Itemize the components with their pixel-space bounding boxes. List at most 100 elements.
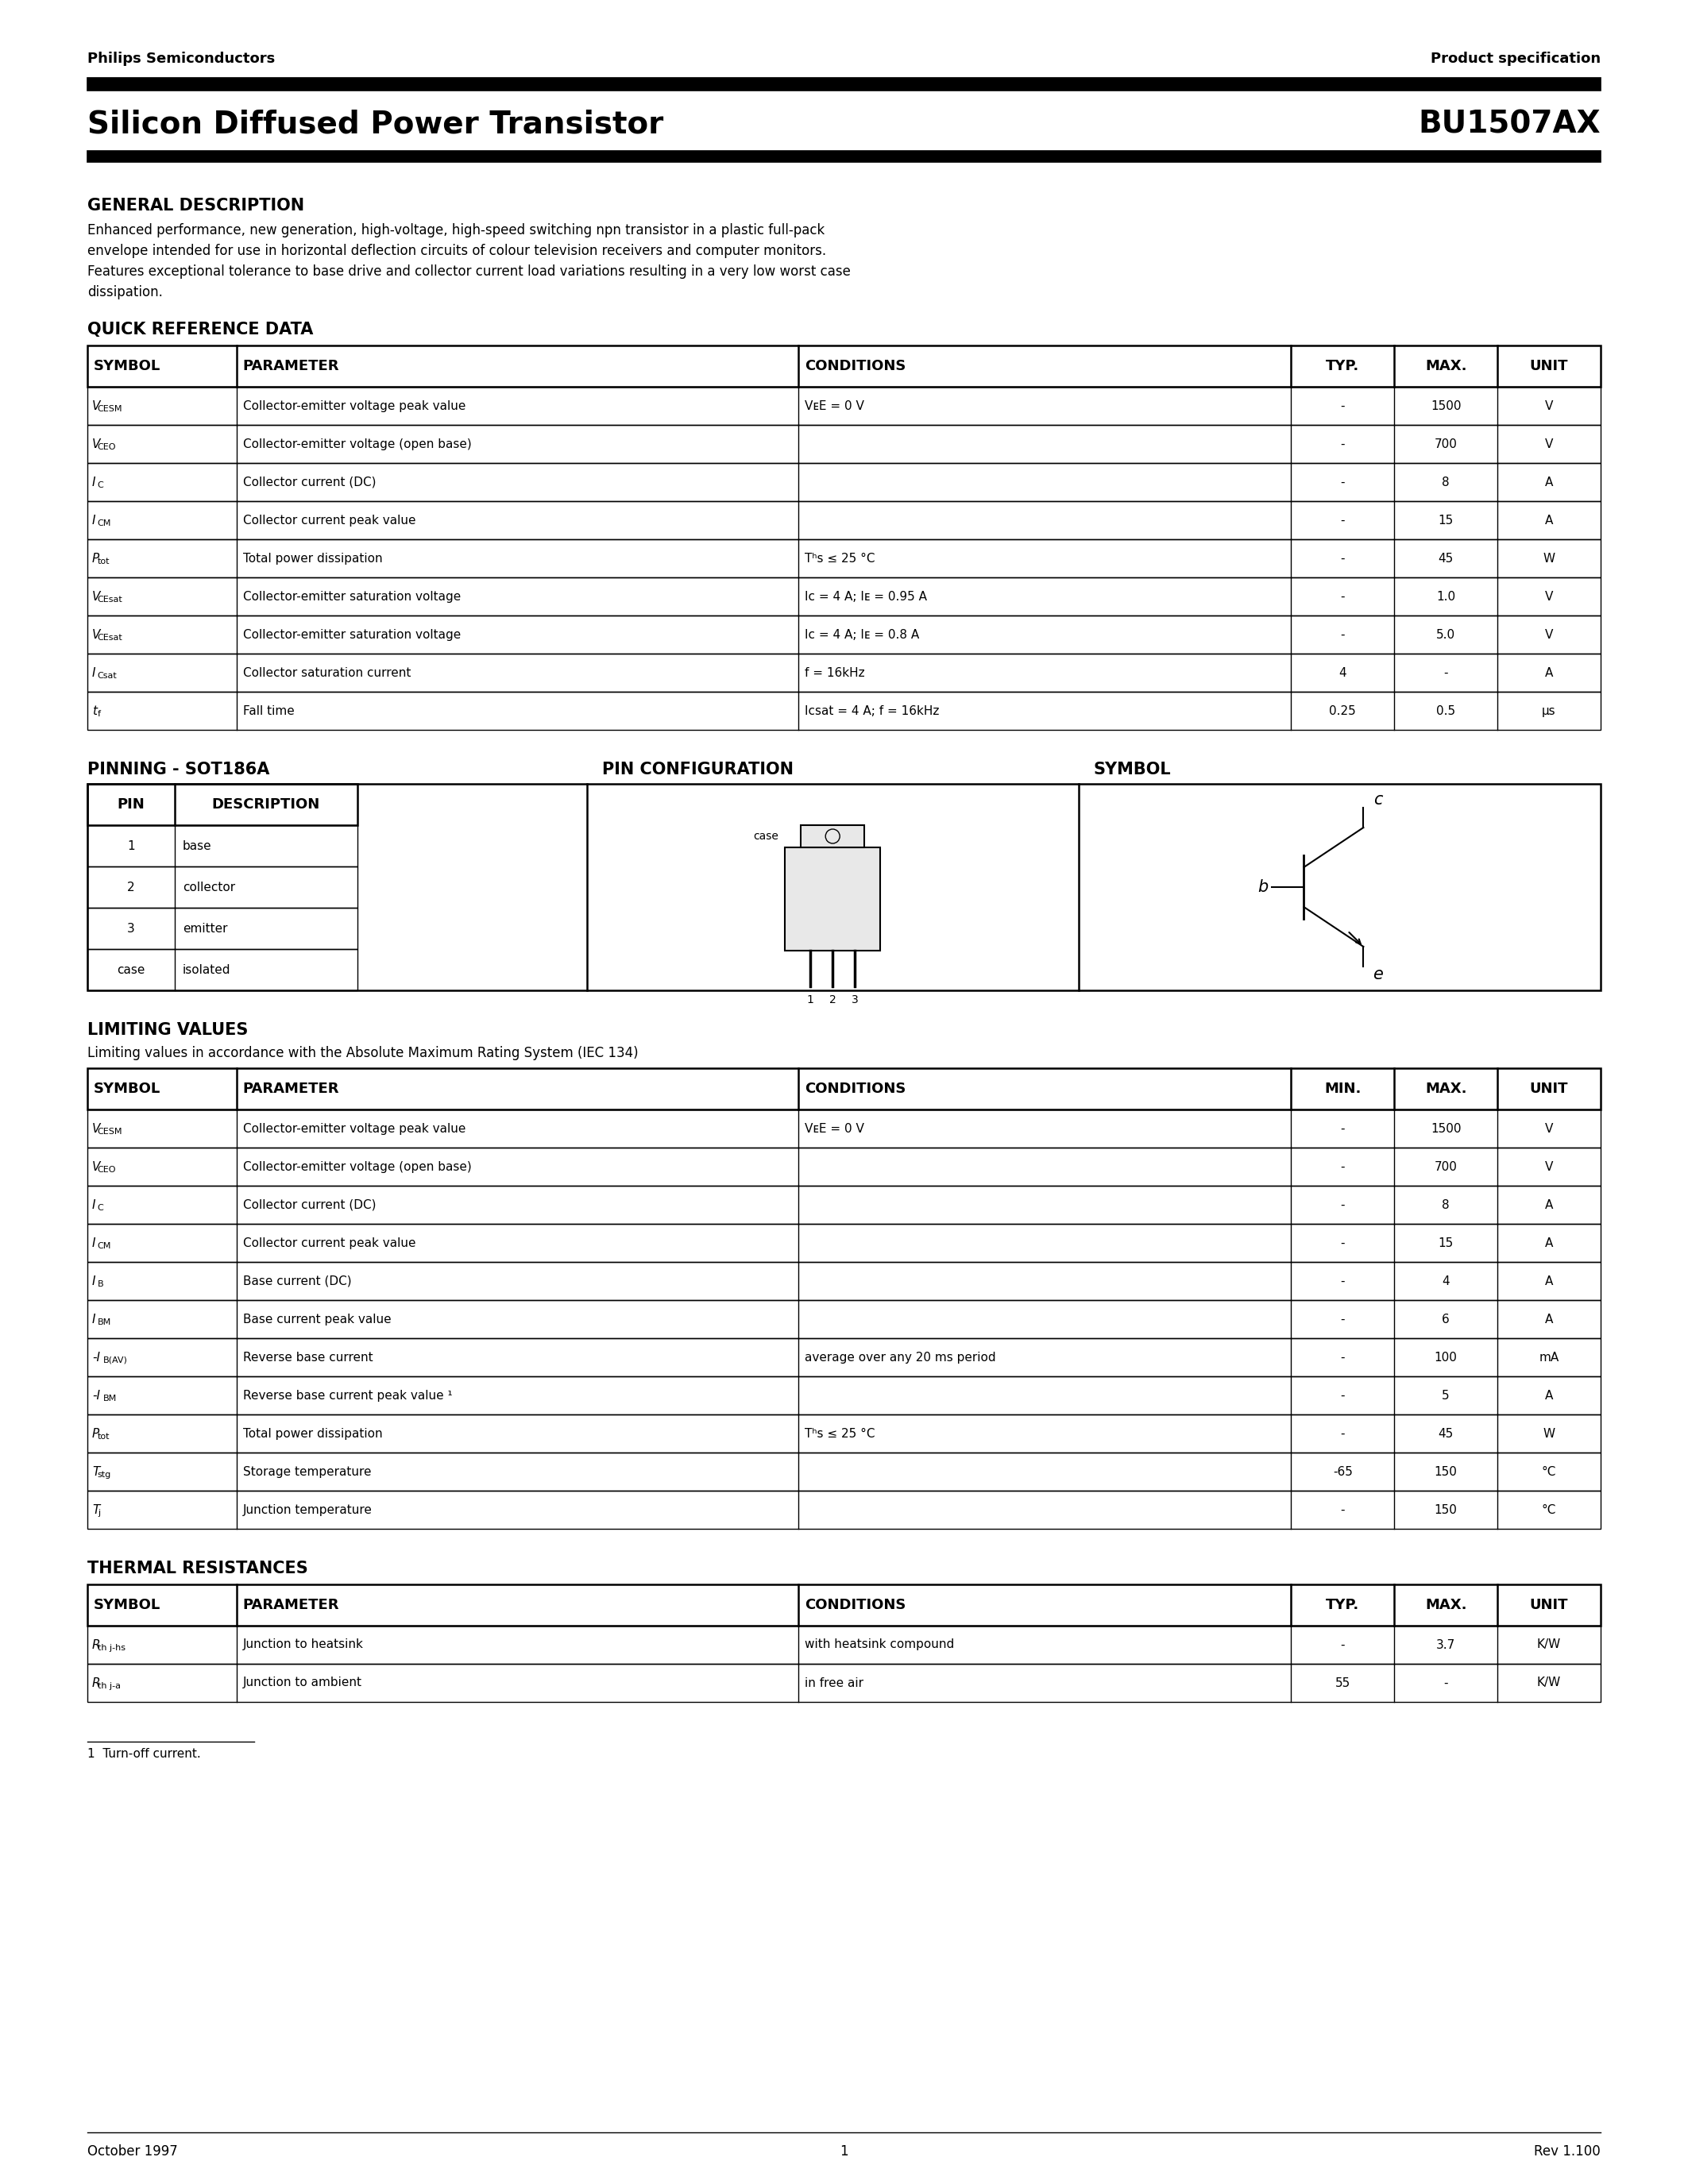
Text: PARAMETER: PARAMETER — [243, 358, 339, 373]
Text: A: A — [1545, 1275, 1553, 1286]
Text: VᴇE = 0 V: VᴇE = 0 V — [805, 400, 864, 413]
Text: R: R — [93, 1638, 101, 1651]
Bar — [88, 653, 1600, 692]
Text: B: B — [98, 1280, 103, 1289]
Text: c: c — [1372, 793, 1382, 808]
Text: PIN CONFIGURATION: PIN CONFIGURATION — [603, 762, 793, 778]
Text: 2: 2 — [829, 994, 836, 1005]
Text: I: I — [93, 1199, 96, 1210]
Text: 150: 150 — [1435, 1505, 1457, 1516]
Bar — [88, 463, 1600, 500]
Text: 6: 6 — [1442, 1313, 1450, 1326]
Text: 1  Turn-off current.: 1 Turn-off current. — [88, 1747, 201, 1760]
Bar — [88, 1625, 1600, 1664]
Text: CONDITIONS: CONDITIONS — [805, 1081, 906, 1096]
Text: MAX.: MAX. — [1425, 358, 1467, 373]
Text: Collector-emitter voltage (open base): Collector-emitter voltage (open base) — [243, 439, 471, 450]
Text: R: R — [93, 1677, 101, 1688]
Text: UNIT: UNIT — [1529, 1599, 1568, 1612]
Text: TYP.: TYP. — [1325, 1599, 1359, 1612]
Bar — [88, 387, 1600, 426]
Text: -: - — [1340, 513, 1345, 526]
Text: Collector-emitter voltage peak value: Collector-emitter voltage peak value — [243, 400, 466, 413]
Text: 3: 3 — [127, 922, 135, 935]
Text: j: j — [98, 1509, 100, 1516]
Text: V: V — [1545, 1123, 1553, 1133]
Text: -: - — [1340, 1313, 1345, 1326]
Bar — [88, 784, 358, 826]
Text: Collector current (DC): Collector current (DC) — [243, 1199, 376, 1210]
Text: CEO: CEO — [98, 1166, 116, 1173]
Text: A: A — [1545, 513, 1553, 526]
Text: Collector current peak value: Collector current peak value — [243, 1236, 415, 1249]
Text: I: I — [93, 1275, 96, 1286]
Text: 2: 2 — [127, 880, 135, 893]
Text: W: W — [1543, 553, 1555, 563]
Text: Total power dissipation: Total power dissipation — [243, 1428, 381, 1439]
Text: Collector saturation current: Collector saturation current — [243, 666, 410, 679]
Text: Junction to heatsink: Junction to heatsink — [243, 1638, 363, 1651]
Text: 150: 150 — [1435, 1465, 1457, 1479]
Text: Total power dissipation: Total power dissipation — [243, 553, 381, 563]
Text: Storage temperature: Storage temperature — [243, 1465, 371, 1479]
Bar — [88, 867, 358, 909]
Text: 1.0: 1.0 — [1436, 590, 1455, 603]
Text: -I: -I — [93, 1352, 100, 1363]
Bar — [88, 1068, 1600, 1109]
Bar — [88, 426, 1600, 463]
Text: CESM: CESM — [98, 404, 123, 413]
Text: PIN: PIN — [116, 797, 145, 812]
Text: UNIT: UNIT — [1529, 1081, 1568, 1096]
Text: 3: 3 — [851, 994, 859, 1005]
Text: Silicon Diffused Power Transistor: Silicon Diffused Power Transistor — [88, 109, 663, 140]
Text: P: P — [93, 553, 100, 563]
Text: -: - — [1340, 1123, 1345, 1133]
Text: b: b — [1258, 880, 1268, 895]
Text: CEsat: CEsat — [98, 633, 123, 642]
Text: V: V — [1545, 400, 1553, 413]
Text: 55: 55 — [1335, 1677, 1350, 1688]
Bar — [88, 79, 1600, 90]
Text: LIMITING VALUES: LIMITING VALUES — [88, 1022, 248, 1037]
Text: Limiting values in accordance with the Absolute Maximum Rating System (IEC 134): Limiting values in accordance with the A… — [88, 1046, 638, 1059]
Text: Tʰs ≤ 25 °C: Tʰs ≤ 25 °C — [805, 1428, 874, 1439]
Text: collector: collector — [182, 880, 235, 893]
Text: Iᴄ = 4 A; Iᴇ = 0.8 A: Iᴄ = 4 A; Iᴇ = 0.8 A — [805, 629, 918, 640]
Text: Fall time: Fall time — [243, 705, 294, 716]
Text: f = 16kHz: f = 16kHz — [805, 666, 864, 679]
Text: t: t — [93, 705, 96, 716]
Text: I: I — [93, 1236, 96, 1249]
Bar — [88, 345, 1600, 387]
Text: e: e — [1372, 968, 1382, 983]
Text: mA: mA — [1539, 1352, 1560, 1363]
Text: 5: 5 — [1442, 1389, 1450, 1402]
Text: V: V — [93, 1123, 100, 1133]
Text: Junction temperature: Junction temperature — [243, 1505, 371, 1516]
Text: 15: 15 — [1438, 513, 1453, 526]
Text: C: C — [98, 1203, 103, 1212]
Text: V: V — [1545, 590, 1553, 603]
Text: CEO: CEO — [98, 443, 116, 450]
Text: μs: μs — [1543, 705, 1556, 716]
Bar — [88, 1376, 1600, 1415]
Bar — [800, 826, 864, 847]
Text: -: - — [1340, 439, 1345, 450]
Text: 1500: 1500 — [1430, 1123, 1462, 1133]
Text: f: f — [98, 710, 101, 719]
Text: Base current peak value: Base current peak value — [243, 1313, 392, 1326]
Text: Enhanced performance, new generation, high-voltage, high-speed switching npn tra: Enhanced performance, new generation, hi… — [88, 223, 825, 238]
Text: CESM: CESM — [98, 1127, 123, 1136]
Bar — [88, 1186, 1600, 1223]
Text: V: V — [93, 1160, 100, 1173]
Text: V: V — [93, 400, 100, 413]
Bar — [88, 1664, 1600, 1701]
Text: CM: CM — [98, 520, 111, 526]
Text: -: - — [1340, 1638, 1345, 1651]
Text: -: - — [1340, 1428, 1345, 1439]
Bar — [88, 1415, 1600, 1452]
Text: tot: tot — [98, 1433, 110, 1441]
Text: -: - — [1340, 1389, 1345, 1402]
Text: Collector current peak value: Collector current peak value — [243, 513, 415, 526]
Text: case: case — [116, 963, 145, 976]
Bar — [88, 1109, 1600, 1147]
